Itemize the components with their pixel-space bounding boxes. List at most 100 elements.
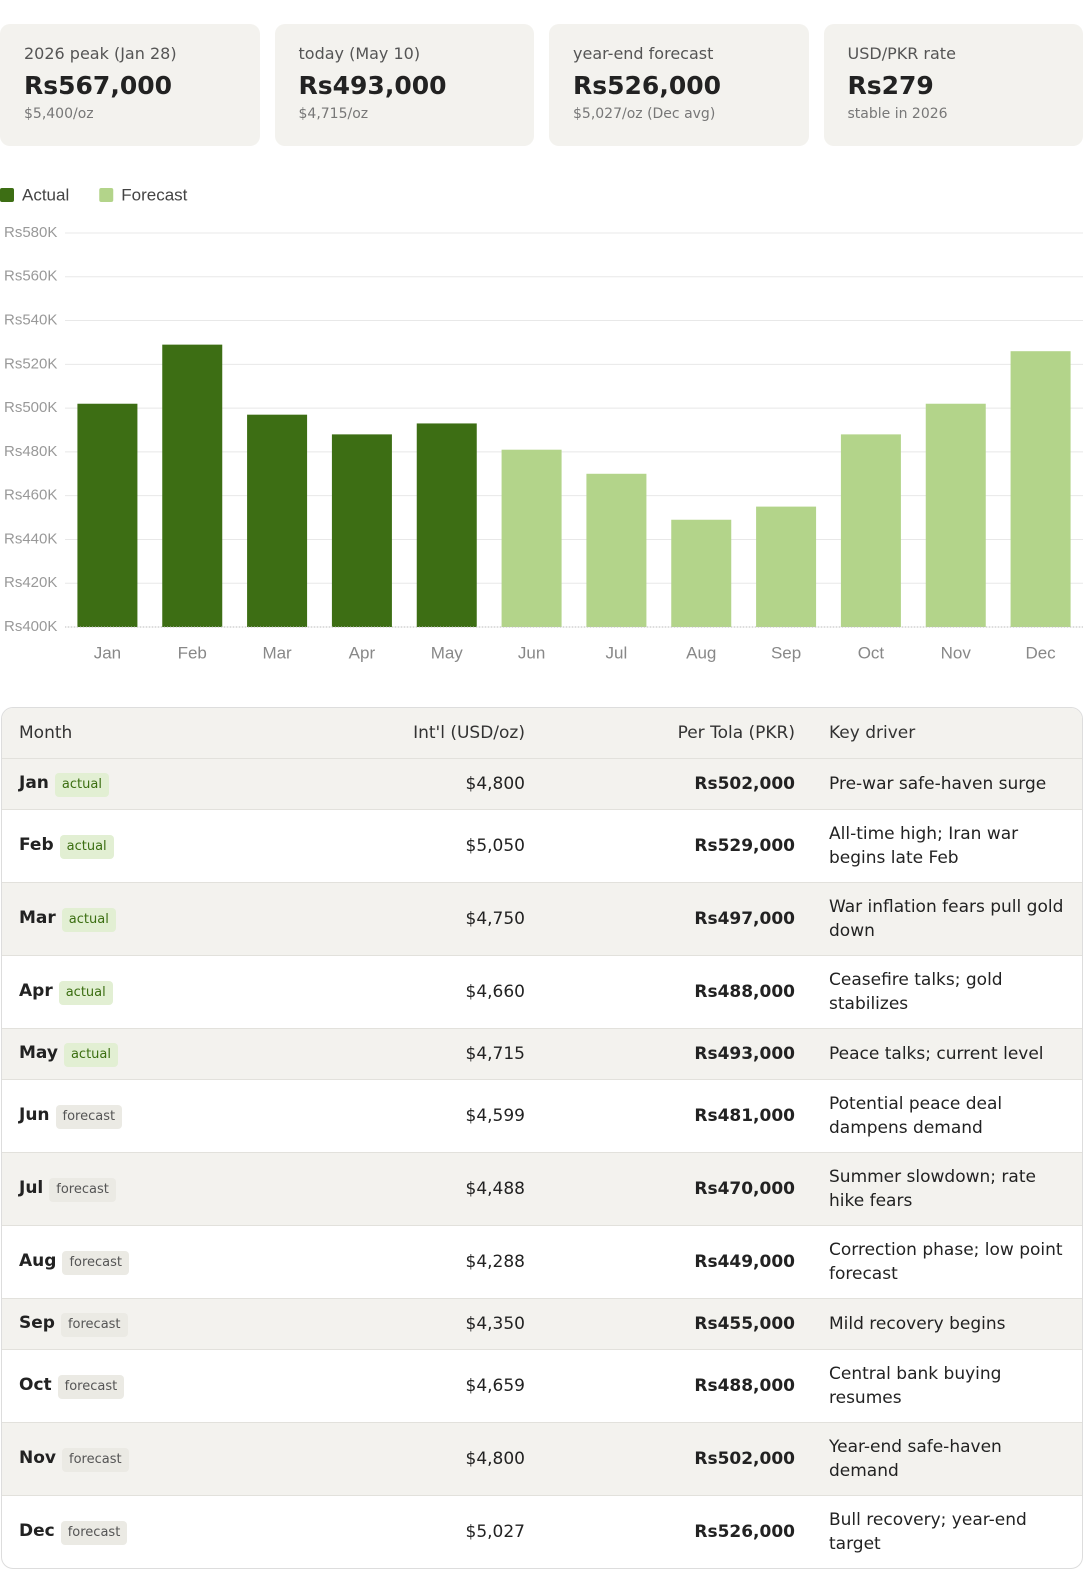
month: Jun (19, 1105, 50, 1125)
bar (332, 434, 392, 627)
column-header: Key driver (812, 708, 1082, 759)
usd-price: $4,800 (282, 759, 542, 810)
key-driver: Year-end safe-haven demand (812, 1423, 1082, 1496)
month: Dec (19, 1521, 55, 1541)
pkr-price: Rs488,000 (542, 956, 812, 1029)
y-tick-label: Rs460K (4, 487, 57, 504)
stat-card: 2026 peak (Jan 28)Rs567,000$5,400/oz (0, 24, 260, 146)
bar (926, 404, 986, 627)
bar (77, 404, 137, 627)
status-badge: actual (64, 1043, 118, 1067)
key-driver: Ceasefire talks; gold stabilizes (812, 956, 1082, 1029)
x-tick-label: Nov (941, 643, 972, 662)
y-tick-label: Rs440K (4, 530, 57, 547)
status-badge: forecast (61, 1521, 128, 1545)
card-value: Rs526,000 (573, 71, 785, 100)
status-badge: forecast (62, 1251, 129, 1275)
key-driver: Peace talks; current level (812, 1029, 1082, 1080)
legend-swatch (99, 188, 113, 202)
pkr-price: Rs449,000 (542, 1226, 812, 1299)
status-badge: forecast (62, 1448, 129, 1472)
x-tick-label: May (431, 643, 464, 662)
bar (586, 474, 646, 627)
pkr-price: Rs526,000 (542, 1496, 812, 1569)
usd-price: $4,750 (282, 883, 542, 956)
card-value: Rs493,000 (299, 71, 511, 100)
month: Aug (19, 1251, 56, 1271)
y-tick-label: Rs580K (4, 224, 57, 241)
month: Nov (19, 1448, 56, 1468)
y-tick-label: Rs400K (4, 618, 57, 635)
usd-price: $4,350 (282, 1299, 542, 1350)
bar (841, 434, 901, 627)
month-cell: May actual (2, 1029, 282, 1080)
key-driver: War inflation fears pull gold down (812, 883, 1082, 956)
y-tick-label: Rs480K (4, 443, 57, 460)
column-header: Month (2, 708, 282, 759)
key-driver: Mild recovery begins (812, 1299, 1082, 1350)
bar (671, 520, 731, 627)
usd-price: $5,050 (282, 810, 542, 883)
key-driver: Summer slowdown; rate hike fears (812, 1153, 1082, 1226)
usd-price: $4,660 (282, 956, 542, 1029)
pkr-price: Rs481,000 (542, 1080, 812, 1153)
x-tick-label: Oct (858, 643, 885, 662)
key-driver: Central bank buying resumes (812, 1350, 1082, 1423)
bar (162, 345, 222, 627)
bar (247, 415, 307, 627)
x-tick-label: Mar (262, 643, 292, 662)
column-header: Per Tola (PKR) (542, 708, 812, 759)
pkr-price: Rs529,000 (542, 810, 812, 883)
card-label: today (May 10) (299, 44, 511, 63)
legend-label: Actual (22, 185, 69, 204)
month-cell: Aug forecast (2, 1226, 282, 1299)
y-tick-label: Rs420K (4, 574, 57, 591)
month: Sep (19, 1313, 55, 1333)
card-sub: stable in 2026 (848, 106, 1060, 122)
chart: Rs400KRs420KRs440KRs460KRs480KRs500KRs52… (0, 170, 1083, 690)
usd-price: $4,599 (282, 1080, 542, 1153)
card-value: Rs279 (848, 71, 1060, 100)
month-cell: Jun forecast (2, 1080, 282, 1153)
status-badge: actual (59, 981, 113, 1005)
key-driver: All-time high; Iran war begins late Feb (812, 810, 1082, 883)
bar (756, 507, 816, 627)
month: Apr (19, 981, 53, 1001)
status-badge: forecast (49, 1178, 116, 1202)
pkr-price: Rs455,000 (542, 1299, 812, 1350)
month: Feb (19, 835, 54, 855)
bar (502, 450, 562, 627)
x-tick-label: Aug (686, 643, 716, 662)
x-tick-label: Jul (606, 643, 628, 662)
month-cell: Dec forecast (2, 1496, 282, 1569)
legend-swatch (0, 188, 14, 202)
pkr-price: Rs502,000 (542, 759, 812, 810)
month: May (19, 1043, 58, 1063)
stat-card: today (May 10)Rs493,000$4,715/oz (275, 24, 535, 146)
key-driver: Bull recovery; year-end target (812, 1496, 1082, 1569)
key-driver: Potential peace deal dampens demand (812, 1080, 1082, 1153)
status-badge: forecast (56, 1105, 123, 1129)
page: 2026 peak (Jan 28)Rs567,000$5,400/oz toda… (0, 0, 1083, 1536)
usd-price: $4,800 (282, 1423, 542, 1496)
y-tick-label: Rs520K (4, 355, 57, 372)
x-tick-label: Sep (771, 643, 801, 662)
